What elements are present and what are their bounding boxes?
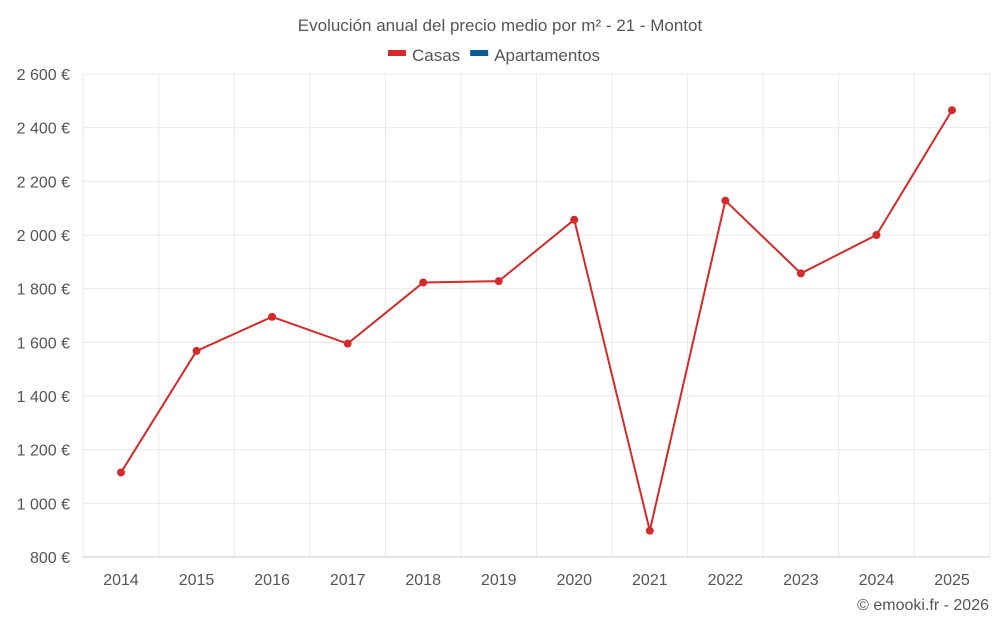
plot-area <box>117 106 956 535</box>
data-point[interactable] <box>796 269 805 278</box>
data-point[interactable] <box>645 526 654 535</box>
x-axis: 2014 2015 2016 2017 2018 2019 2020 2021 2022 2023… <box>103 572 970 589</box>
data-point[interactable] <box>494 277 503 286</box>
x-tick-label: 2018 <box>405 572 441 589</box>
legend-label: Casas <box>412 46 460 65</box>
y-tick-label: 1 600 € <box>17 335 70 352</box>
legend-label: Apartamentos <box>494 46 600 65</box>
x-tick-label: 2015 <box>179 572 215 589</box>
chart-title: Evolución anual del precio medio por m² … <box>298 16 703 35</box>
y-axis: 800 € 1 000 € 1 200 € 1 400 € 1 600 € 1 800 €… <box>17 67 70 567</box>
x-tick-label: 2020 <box>556 572 592 589</box>
data-point[interactable] <box>948 106 956 115</box>
horizontal-gridlines <box>83 73 990 558</box>
legend: Casas Apartamentos <box>388 46 600 65</box>
x-tick-label: 2014 <box>103 572 139 589</box>
data-point[interactable] <box>343 339 352 348</box>
y-tick-label: 2 200 € <box>17 174 70 191</box>
credit-text: © emooki.fr - 2026 <box>857 597 989 614</box>
y-tick-label: 1 000 € <box>17 496 70 513</box>
vertical-gridlines <box>82 74 991 557</box>
legend-swatch <box>470 50 489 56</box>
x-tick-label: 2021 <box>632 572 668 589</box>
x-tick-label: 2019 <box>481 572 517 589</box>
x-tick-label: 2017 <box>330 572 366 589</box>
y-tick-label: 800 € <box>30 550 70 567</box>
y-tick-label: 1 200 € <box>17 443 70 460</box>
x-tick-label: 2024 <box>859 572 895 589</box>
legend-swatch <box>388 50 406 56</box>
y-tick-label: 2 600 € <box>17 67 70 84</box>
legend-item-apartamentos[interactable]: Apartamentos <box>470 46 600 65</box>
x-tick-label: 2016 <box>254 572 290 589</box>
x-tick-label: 2023 <box>783 572 819 589</box>
series-line-casas <box>120 109 953 531</box>
data-point[interactable] <box>721 196 730 205</box>
data-point[interactable] <box>570 215 579 224</box>
x-tick-label: 2025 <box>934 572 970 589</box>
y-tick-label: 1 800 € <box>17 282 70 299</box>
data-point[interactable] <box>872 231 881 239</box>
y-tick-label: 2 400 € <box>17 121 70 138</box>
data-point[interactable] <box>419 278 428 287</box>
data-point[interactable] <box>268 312 277 321</box>
data-point[interactable] <box>117 468 125 477</box>
y-tick-label: 2 000 € <box>17 228 70 245</box>
y-tick-label: 1 400 € <box>17 389 70 406</box>
data-point[interactable] <box>192 346 201 355</box>
x-tick-label: 2022 <box>708 572 744 589</box>
legend-item-casas[interactable]: Casas <box>388 46 460 65</box>
